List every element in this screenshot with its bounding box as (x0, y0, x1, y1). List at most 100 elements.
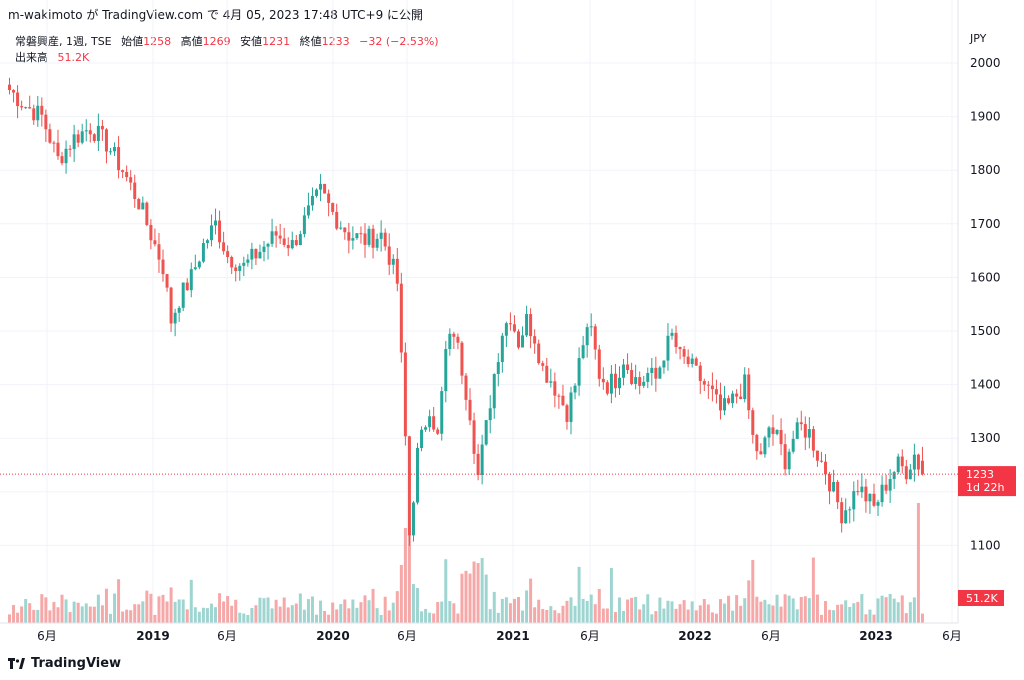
volume-bar (363, 595, 367, 623)
candle-body (525, 314, 529, 336)
candle-body (642, 381, 646, 386)
candle-body (488, 408, 492, 421)
candle-body (521, 335, 525, 348)
candle-body (848, 509, 852, 511)
candle-body (892, 472, 896, 480)
volume-bars (8, 503, 924, 623)
volume-bar (440, 601, 444, 623)
candle-body (718, 394, 722, 411)
candle-body (702, 381, 706, 385)
candle-body (420, 429, 424, 448)
candle-body (557, 395, 561, 397)
candle-body (743, 374, 747, 400)
volume-bar (650, 614, 654, 623)
candle-body (363, 233, 367, 245)
volume-bar (391, 602, 395, 623)
candle-body (262, 246, 266, 252)
candle-body (545, 365, 549, 383)
candle-body (8, 84, 11, 91)
candle-body (193, 267, 197, 270)
volume-label: 出来高 (15, 51, 48, 64)
volume-bar (484, 574, 488, 623)
symbol-label: 常磐興産, 1週, TSE (15, 35, 112, 48)
candle-body (739, 396, 743, 400)
candle-body (80, 131, 84, 143)
volume-bar (718, 599, 722, 623)
volume-bar (832, 610, 836, 623)
price-tick-label: 1100 (970, 538, 1001, 552)
volume-bar (824, 601, 828, 623)
candle-body (68, 148, 72, 150)
candle-body (266, 243, 270, 247)
candle-body (690, 358, 694, 365)
candle-body (811, 429, 815, 451)
tradingview-logo[interactable]: TradingView (8, 656, 121, 671)
volume-bar (28, 603, 32, 623)
volume-bar (900, 595, 904, 623)
candle-body (577, 358, 581, 386)
candle-body (549, 381, 553, 383)
candle-body (189, 269, 193, 291)
volume-bar (375, 608, 379, 623)
ohlc-legend: 常磐興産, 1週, TSE 始値1258 高値1269 安値1231 終値123… (15, 33, 439, 49)
candle-body (367, 228, 371, 245)
time-axis[interactable]: 6月 2019 6月 2020 6月 2021 6月 2022 6月 2023 6月 (37, 629, 962, 643)
volume-bar (836, 604, 840, 623)
time-tick-label: 2020 (316, 629, 349, 643)
candle-body (416, 447, 420, 503)
candle-body (153, 240, 157, 245)
candle-body (783, 444, 787, 470)
volume-bar (525, 590, 529, 623)
volume-bar (731, 610, 735, 623)
candle-body (852, 491, 856, 510)
volume-bar (646, 594, 650, 623)
candle-body (161, 259, 165, 275)
volume-bar (266, 597, 270, 623)
candle-body (12, 90, 16, 93)
time-tick-label: 2021 (496, 629, 529, 643)
candle-body (500, 335, 504, 363)
volume-bar (694, 610, 698, 623)
volume-bar (739, 605, 743, 623)
candle-body (100, 125, 104, 130)
candle-body (274, 231, 278, 236)
candle-body (916, 454, 920, 470)
volume-bar (795, 609, 799, 623)
volume-bar (658, 597, 662, 623)
candle-body (605, 382, 609, 394)
candle-body (803, 424, 807, 438)
candle-body (125, 171, 129, 178)
candle-body (755, 434, 759, 452)
candle-body (173, 312, 177, 324)
volume-bar (302, 609, 306, 623)
volume-bar (723, 603, 727, 623)
volume-bar (117, 579, 121, 623)
candle-body (860, 486, 864, 493)
candle-body (343, 227, 347, 233)
candle-body (807, 429, 811, 438)
candle-body (508, 323, 512, 325)
candle-body (666, 335, 670, 361)
candle-body (108, 151, 112, 153)
candle-body (310, 195, 314, 206)
volume-bar (218, 593, 222, 623)
volume-bar (702, 599, 706, 623)
volume-bar (48, 610, 52, 623)
volume-bar (108, 613, 112, 623)
volume-bar (367, 600, 371, 623)
volume-bar (20, 606, 24, 623)
volume-bar (852, 603, 856, 623)
volume-bar (811, 557, 815, 623)
volume-bar (270, 608, 274, 623)
volume-bar (16, 612, 20, 623)
volume-bar (64, 599, 68, 623)
candle-body (779, 430, 783, 445)
volume-bar (448, 601, 452, 623)
candle-body (492, 374, 496, 409)
low-value: 1231 (262, 35, 291, 48)
volume-bar (654, 611, 658, 623)
volume-bar (331, 602, 335, 623)
volume-bar (783, 594, 787, 623)
tradingview-logo-icon (8, 657, 26, 670)
